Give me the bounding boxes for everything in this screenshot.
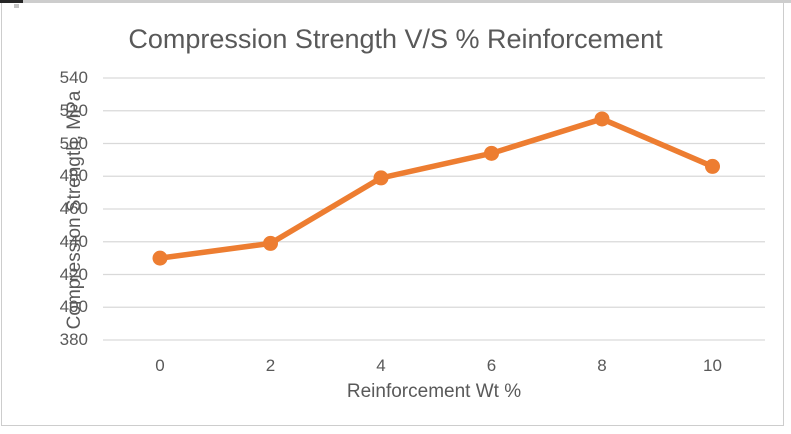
data-point-marker (373, 170, 389, 186)
chart-border-right (783, 3, 784, 426)
chart-border-top (0, 0, 791, 3)
series-line (157, 116, 716, 261)
data-point-marker (484, 145, 499, 161)
y-tick-label: 480 (59, 166, 88, 186)
y-tick-label: 520 (59, 100, 88, 120)
x-tick-label: 6 (486, 356, 497, 375)
y-axis-title: Compression Strength, MPa (64, 90, 85, 330)
x-axis-title: Reinforcement Wt % (346, 381, 522, 402)
x-tick-label: 0 (155, 356, 165, 375)
y-tick-label: 440 (59, 231, 88, 251)
x-tick-label: 2 (265, 356, 276, 375)
chart-title: Compression Strength V/S % Reinforcement (128, 24, 663, 54)
data-point-marker (263, 235, 278, 251)
y-tick-label: 460 (59, 199, 88, 218)
x-tick-label: 4 (376, 356, 386, 375)
screenshot-artifact-topbar (0, 0, 23, 3)
data-point-marker (594, 111, 610, 127)
data-point-marker (705, 158, 720, 174)
chart-border-left (1, 3, 2, 426)
screenshot-artifact-mark (14, 4, 19, 8)
y-tick-label: 400 (59, 297, 88, 317)
x-tick-label: 10 (703, 356, 722, 375)
y-tick-label: 540 (59, 68, 88, 87)
y-tick-label: 380 (59, 330, 88, 349)
plot-area (103, 77, 765, 341)
data-point-marker (152, 250, 168, 266)
chart-border-bottom (1, 425, 784, 426)
y-tick-label: 500 (59, 133, 88, 153)
y-tick-label: 420 (59, 264, 88, 284)
x-tick-label: 8 (597, 356, 607, 375)
